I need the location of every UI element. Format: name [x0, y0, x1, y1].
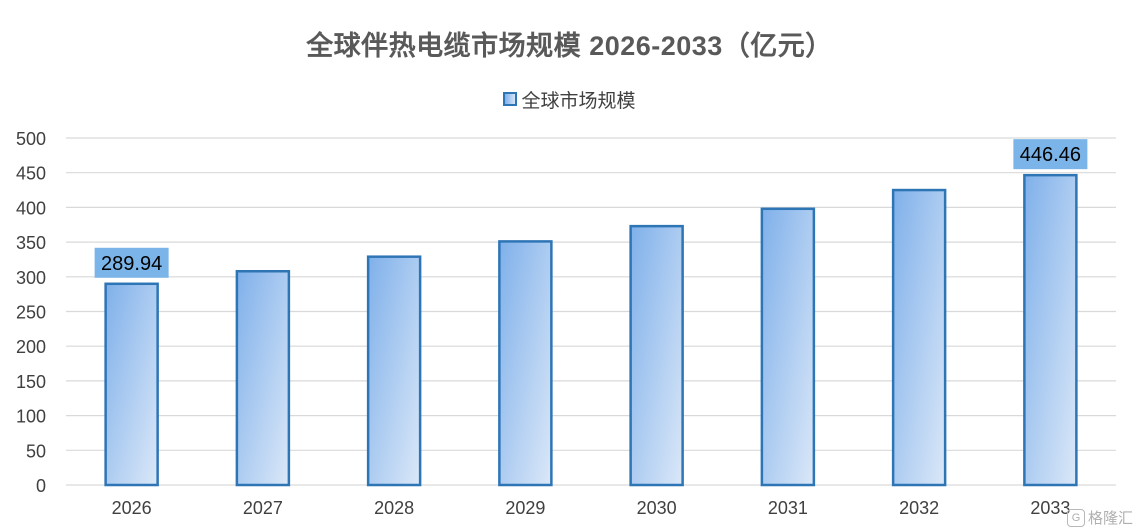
chart-legend: 全球市场规模	[0, 86, 1139, 113]
data-label-text: 289.94	[101, 253, 162, 275]
bar-2031	[760, 207, 816, 487]
y-tick-label: 300	[16, 268, 46, 288]
watermark-text: 格隆汇	[1087, 510, 1133, 527]
data-label-background	[94, 247, 169, 278]
bar-2030	[629, 224, 684, 487]
bar-2029	[498, 240, 553, 487]
y-tick-label: 400	[16, 198, 46, 218]
y-tick-label: 100	[16, 407, 46, 427]
x-tick-label: 2031	[768, 498, 808, 518]
x-tick-label: 2032	[899, 498, 939, 518]
watermark-logo-icon: G	[1066, 508, 1085, 527]
data-label-text: 446.46	[1020, 144, 1081, 166]
bar-2032	[891, 188, 947, 487]
bar-2027	[235, 269, 291, 487]
x-tick-label: 2033	[1030, 498, 1070, 518]
x-tick-label: 2027	[243, 498, 283, 518]
legend-label: 全球市场规模	[521, 91, 636, 112]
bar-2033	[1023, 173, 1078, 487]
y-tick-label: 200	[16, 337, 46, 357]
x-tick-label: 2030	[637, 498, 677, 518]
data-label-background	[1013, 139, 1088, 170]
y-tick-label: 250	[16, 303, 46, 323]
data-label-2026: 289.94	[94, 247, 169, 278]
watermark: G 格隆汇	[1066, 507, 1133, 528]
bar-2028	[366, 255, 422, 487]
y-tick-label: 50	[26, 441, 46, 461]
x-tick-label: 2028	[374, 498, 414, 518]
bar-2026	[104, 282, 159, 487]
y-tick-label: 450	[16, 164, 46, 184]
y-tick-label: 0	[36, 476, 46, 496]
data-label-2033: 446.46	[1013, 139, 1088, 170]
chart-title: 全球伴热电缆市场规模 2026-2033（亿元）	[306, 31, 833, 61]
x-tick-label: 2029	[505, 498, 545, 518]
y-tick-label: 150	[16, 372, 46, 392]
legend-swatch	[503, 92, 518, 106]
y-tick-label: 350	[16, 233, 46, 253]
x-tick-label: 2026	[112, 498, 152, 518]
y-tick-label: 500	[16, 129, 46, 149]
